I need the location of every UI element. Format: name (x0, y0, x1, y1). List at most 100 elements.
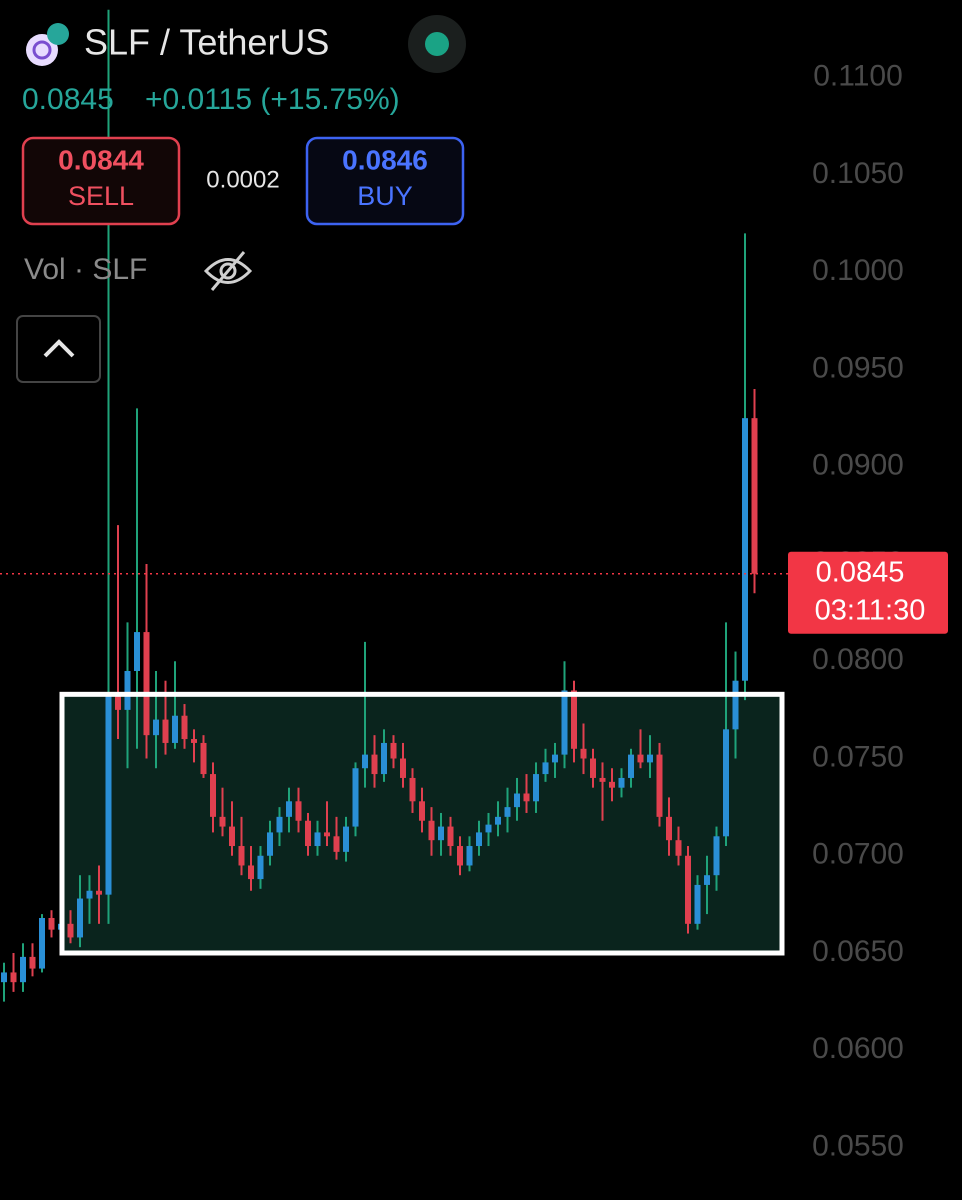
candle-body (438, 826, 444, 841)
candle-body (495, 816, 501, 825)
candle-body (628, 754, 634, 778)
candle-body (542, 762, 549, 775)
candle-body (618, 777, 625, 788)
candle-body (419, 801, 425, 821)
candle-body (732, 680, 739, 730)
candle-body (314, 832, 321, 847)
price: 0.0845 (22, 83, 114, 116)
candle-body (533, 774, 539, 802)
candle-body (609, 781, 615, 788)
buy-price: 0.0846 (342, 144, 428, 175)
candle-body (210, 774, 216, 817)
candle-body (276, 816, 283, 833)
y-tick-label: 0.0550 (812, 1129, 904, 1162)
candle-body (29, 956, 36, 969)
candle-body (571, 690, 577, 749)
candle-body (485, 824, 492, 833)
candle-body (39, 917, 45, 969)
last-price-label: 0.0845 (816, 556, 905, 588)
candle-body (400, 758, 406, 778)
candle-body (713, 836, 720, 876)
candle-body (191, 739, 197, 743)
y-tick-label: 0.0800 (812, 643, 904, 676)
candle-body (67, 923, 74, 938)
candle-body (447, 826, 454, 847)
candle-body (115, 696, 121, 710)
candle-body (675, 840, 682, 856)
candle-body (742, 418, 748, 681)
candle-body (723, 729, 729, 837)
candle-body (333, 836, 340, 852)
coin-logo-mark (32, 40, 52, 60)
candle-body (381, 742, 387, 775)
market-status[interactable] (425, 32, 449, 56)
y-tick-label: 0.0600 (812, 1032, 904, 1065)
candle-body (428, 820, 435, 841)
candle-body (409, 777, 416, 802)
candle-body (48, 917, 55, 930)
candle-body (552, 754, 558, 763)
countdown: 03:11:30 (815, 594, 926, 626)
candle-body (295, 801, 302, 821)
candle-body (371, 754, 378, 775)
y-tick-label: 0.0700 (812, 838, 904, 871)
candle-body (599, 777, 606, 782)
candle-body (476, 832, 482, 847)
candle-body (96, 890, 102, 895)
quote-logo (47, 23, 69, 45)
y-tick-label: 0.1000 (812, 254, 904, 287)
candle-body (466, 846, 473, 866)
candle-body (172, 715, 178, 743)
sell-price: 0.0844 (58, 144, 144, 175)
collapse-button[interactable] (16, 315, 101, 383)
y-tick-label: 0.0750 (812, 740, 904, 773)
candle-body (580, 748, 587, 759)
candle-body (324, 832, 330, 837)
candle-body (637, 754, 644, 763)
y-tick-label: 0.0950 (812, 351, 904, 384)
candle-body (134, 632, 140, 671)
candle-body (238, 846, 245, 866)
y-tick-label: 0.0900 (812, 449, 904, 482)
spread: 0.0002 (206, 166, 279, 193)
candle-body (590, 758, 596, 778)
candle-body (457, 846, 463, 866)
hide-icon[interactable] (203, 251, 253, 291)
change: +0.0115 (+15.75%) (145, 83, 400, 116)
candle-body (390, 742, 397, 759)
pair-title: SLF / TetherUS (84, 22, 329, 63)
candle-body (504, 807, 511, 817)
sell-button[interactable] (21, 136, 181, 226)
eye-slash (210, 251, 246, 291)
candle-body (523, 793, 530, 802)
candle-body (143, 632, 150, 736)
candle-body (20, 956, 26, 983)
y-tick-label: 0.1050 (812, 157, 904, 190)
header: SLF / TetherUS 0.0845 +0.0115 (+15.75%) … (16, 15, 466, 383)
candle-body (248, 865, 254, 880)
candle-body (1, 972, 7, 983)
candle-body (561, 690, 568, 755)
candle-body (656, 754, 663, 817)
plot: 0.11000.10500.10000.09500.09000.08500.08… (0, 9, 948, 1162)
candle-body (286, 801, 292, 817)
candle-body (343, 826, 349, 852)
buy-label: BUY (357, 181, 413, 211)
candle-body (162, 719, 169, 743)
candle-body (77, 898, 83, 938)
candle-body (124, 670, 131, 710)
coin-logo (26, 34, 58, 66)
candle-body (267, 832, 273, 856)
candle-body (105, 696, 112, 895)
candle-body (647, 754, 653, 763)
candle-body (181, 715, 188, 740)
candle-body (153, 719, 159, 736)
buy-button[interactable] (305, 136, 465, 226)
candle-body (257, 855, 264, 880)
candle-body (200, 742, 207, 775)
y-tick-label: 0.0650 (812, 935, 904, 968)
y-tick-label: 0.1100 (813, 60, 903, 93)
candle-body (10, 972, 17, 983)
candle-body (685, 855, 691, 924)
